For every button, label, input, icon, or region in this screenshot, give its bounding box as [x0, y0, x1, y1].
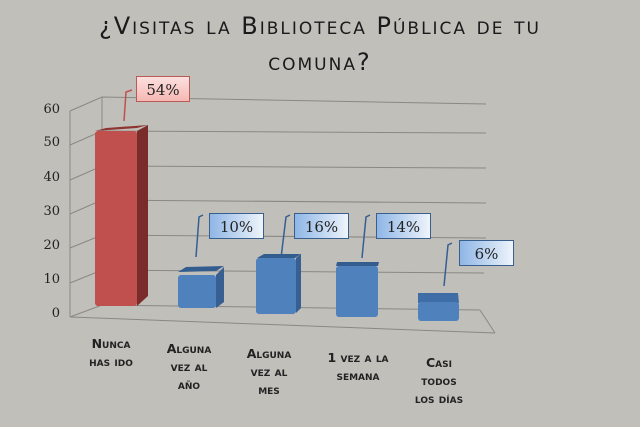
bar-alguna-vez-al-mes — [256, 214, 301, 314]
y-tick-60: 60 — [43, 102, 60, 117]
y-tick-20: 20 — [43, 238, 60, 253]
y-tick-30: 30 — [43, 204, 60, 219]
chart-title-line2: comuna? — [268, 48, 372, 76]
bar-una-vez-a-la-semana — [336, 214, 379, 317]
x-label-nunca: Nunca has ido — [89, 336, 133, 369]
bar-alguna-vez-al-anio — [178, 214, 224, 308]
bar-nunca-has-ido — [95, 89, 148, 306]
data-label-semana: 14% — [376, 213, 431, 239]
data-label-mes: 16% — [294, 213, 349, 239]
x-label-semana: 1 vez a la semana — [327, 350, 389, 383]
y-tick-50: 50 — [43, 135, 60, 150]
x-label-dias: Casi todos los días — [414, 355, 464, 406]
data-label-dias: 6% — [459, 240, 514, 266]
x-label-mes: Alguna vez al mes — [246, 346, 292, 397]
data-label-anio: 10% — [209, 213, 264, 239]
data-label-nunca: 54% — [136, 76, 190, 102]
x-label-anio: Alguna vez al año — [166, 341, 212, 392]
chart-title-line1: ¿Visitas la Biblioteca Pública de tu — [99, 12, 541, 40]
bar-casi-todos-los-dias — [418, 242, 459, 321]
y-tick-0: 0 — [51, 306, 60, 321]
y-tick-10: 10 — [43, 272, 60, 287]
y-tick-40: 40 — [43, 170, 60, 185]
